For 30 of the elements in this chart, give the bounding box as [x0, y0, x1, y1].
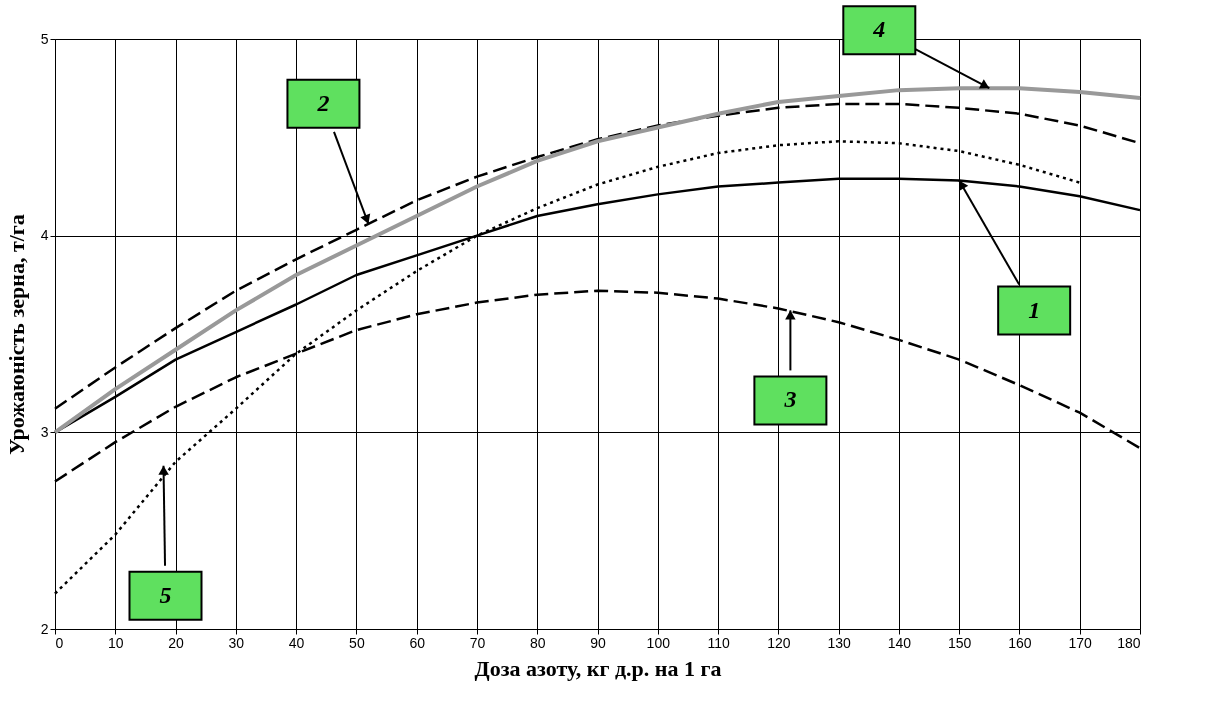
x-tick-label: 120: [767, 634, 791, 651]
x-tick-label: 40: [288, 634, 305, 651]
x-tick-label: 90: [590, 634, 606, 651]
x-tick-label: 180: [1117, 634, 1141, 651]
x-tick-label: 30: [228, 634, 245, 651]
x-tick-label: 70: [469, 634, 486, 651]
y-tick-label: 2: [40, 620, 49, 637]
x-tick-label: 20: [168, 634, 185, 651]
x-tick-label: 170: [1068, 634, 1093, 651]
x-tick-label: 100: [646, 634, 671, 651]
annotation: 5: [159, 581, 172, 608]
x-tick-label: 50: [349, 634, 365, 651]
x-tick-label: 0: [55, 634, 64, 651]
y-tick-label: 5: [40, 30, 49, 47]
x-tick-label: 140: [887, 634, 912, 651]
y-axis-title: Урожаюність зерна, т/га: [3, 214, 29, 455]
annotation: 4: [872, 16, 886, 43]
annotation: 3: [783, 386, 797, 413]
annotation: 1: [1028, 296, 1041, 323]
y-tick-label: 3: [40, 423, 49, 440]
annotation: 2: [316, 89, 330, 116]
x-tick-label: 130: [827, 634, 851, 651]
x-tick-label: 150: [947, 634, 972, 651]
x-tick-label: 160: [1008, 634, 1032, 651]
x-tick-label: 110: [707, 634, 730, 651]
x-tick-label: 80: [529, 634, 546, 651]
x-tick-label: 60: [409, 634, 426, 651]
y-tick-label: 4: [40, 227, 49, 244]
x-tick-label: 10: [107, 634, 124, 651]
x-axis-title: Доза азоту, кг д.р. на 1 га: [474, 655, 722, 681]
